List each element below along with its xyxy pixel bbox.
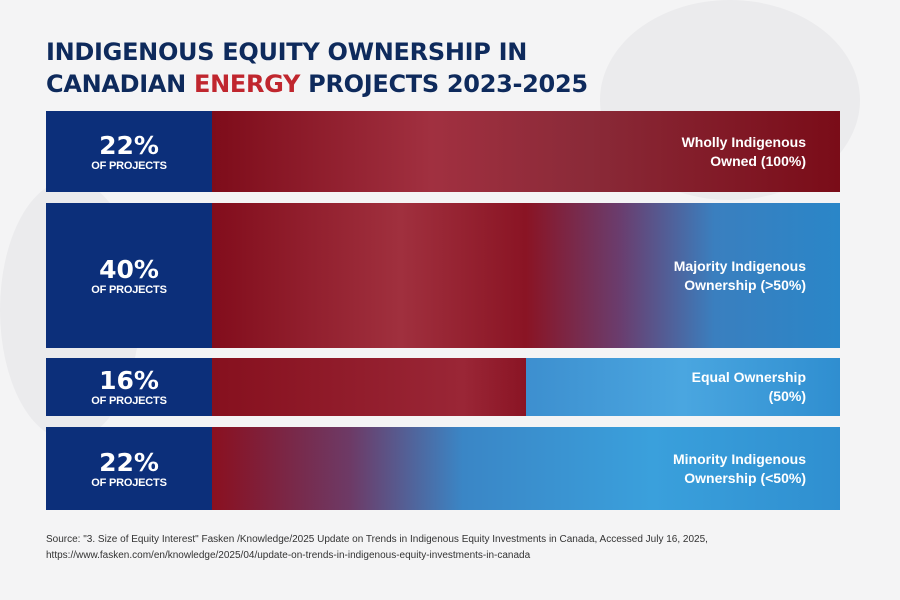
source-note: Source: "3. Size of Equity Interest" Fas… (46, 532, 846, 564)
bar-value: 22% (99, 447, 159, 477)
bar-label-line: Ownership (>50%) (684, 276, 806, 293)
bar-row-majority: 40% OF PROJECTS Majority Indigenous Owners… (46, 203, 840, 348)
bar-value: 40% (99, 254, 159, 284)
title-text: CANADIAN (46, 70, 195, 98)
bar-value-sub: OF PROJECTS (91, 159, 167, 172)
bar: Majority Indigenous Ownership (>50%) (212, 203, 840, 348)
bar-row-equal: 16% OF PROJECTS Equal Ownership (50%) (46, 358, 840, 416)
source-line: Source: "3. Size of Equity Interest" Fas… (46, 534, 708, 545)
title-line-2: CANADIAN ENERGY PROJECTS 2023-2025 (46, 68, 646, 100)
bar-label: Wholly Indigenous Owned (100%) (606, 133, 806, 171)
value-box: 22% OF PROJECTS (46, 427, 212, 510)
bar-row-minority: 22% OF PROJECTS Minority Indigenous Owners… (46, 427, 840, 510)
bar: Minority Indigenous Ownership (<50%) (212, 427, 840, 510)
title-line-1: INDIGENOUS EQUITY OWNERSHIP IN (46, 38, 527, 66)
bar-label-line: (50%) (768, 388, 806, 404)
bar-label: Equal Ownership (50%) (606, 368, 806, 406)
value-box: 22% OF PROJECTS (46, 111, 212, 192)
title-text: PROJECTS 2023-2025 (300, 70, 588, 98)
bar-label-line: Majority Indigenous (673, 257, 806, 274)
bar-value: 16% (99, 366, 159, 395)
bar-label-line: Equal Ownership (691, 369, 806, 385)
value-box: 16% OF PROJECTS (46, 358, 212, 416)
bar-label-line: Wholly Indigenous (681, 133, 806, 150)
source-url[interactable]: https://www.fasken.com/en/knowledge/2025… (46, 550, 531, 561)
title-highlight: ENERGY (194, 70, 301, 98)
bar-value-sub: OF PROJECTS (91, 476, 167, 489)
bar-label: Majority Indigenous Ownership (>50%) (606, 257, 806, 295)
bar-value-sub: OF PROJECTS (91, 395, 167, 407)
bar-value: 22% (99, 130, 159, 160)
bar-label-line: Minority Indigenous (673, 450, 806, 467)
bar: Equal Ownership (50%) (212, 358, 840, 416)
page-title: INDIGENOUS EQUITY OWNERSHIP IN CANADIAN … (46, 36, 646, 100)
bar-label-line: Owned (100%) (710, 152, 806, 169)
bar-label-line: Ownership (<50%) (684, 469, 806, 486)
bar: Wholly Indigenous Owned (100%) (212, 111, 840, 192)
value-box: 40% OF PROJECTS (46, 203, 212, 348)
bar-value-sub: OF PROJECTS (91, 283, 167, 296)
bar-label: Minority Indigenous Ownership (<50%) (606, 450, 806, 488)
bar-row-wholly: 22% OF PROJECTS Wholly Indigenous Owned (1… (46, 111, 840, 192)
